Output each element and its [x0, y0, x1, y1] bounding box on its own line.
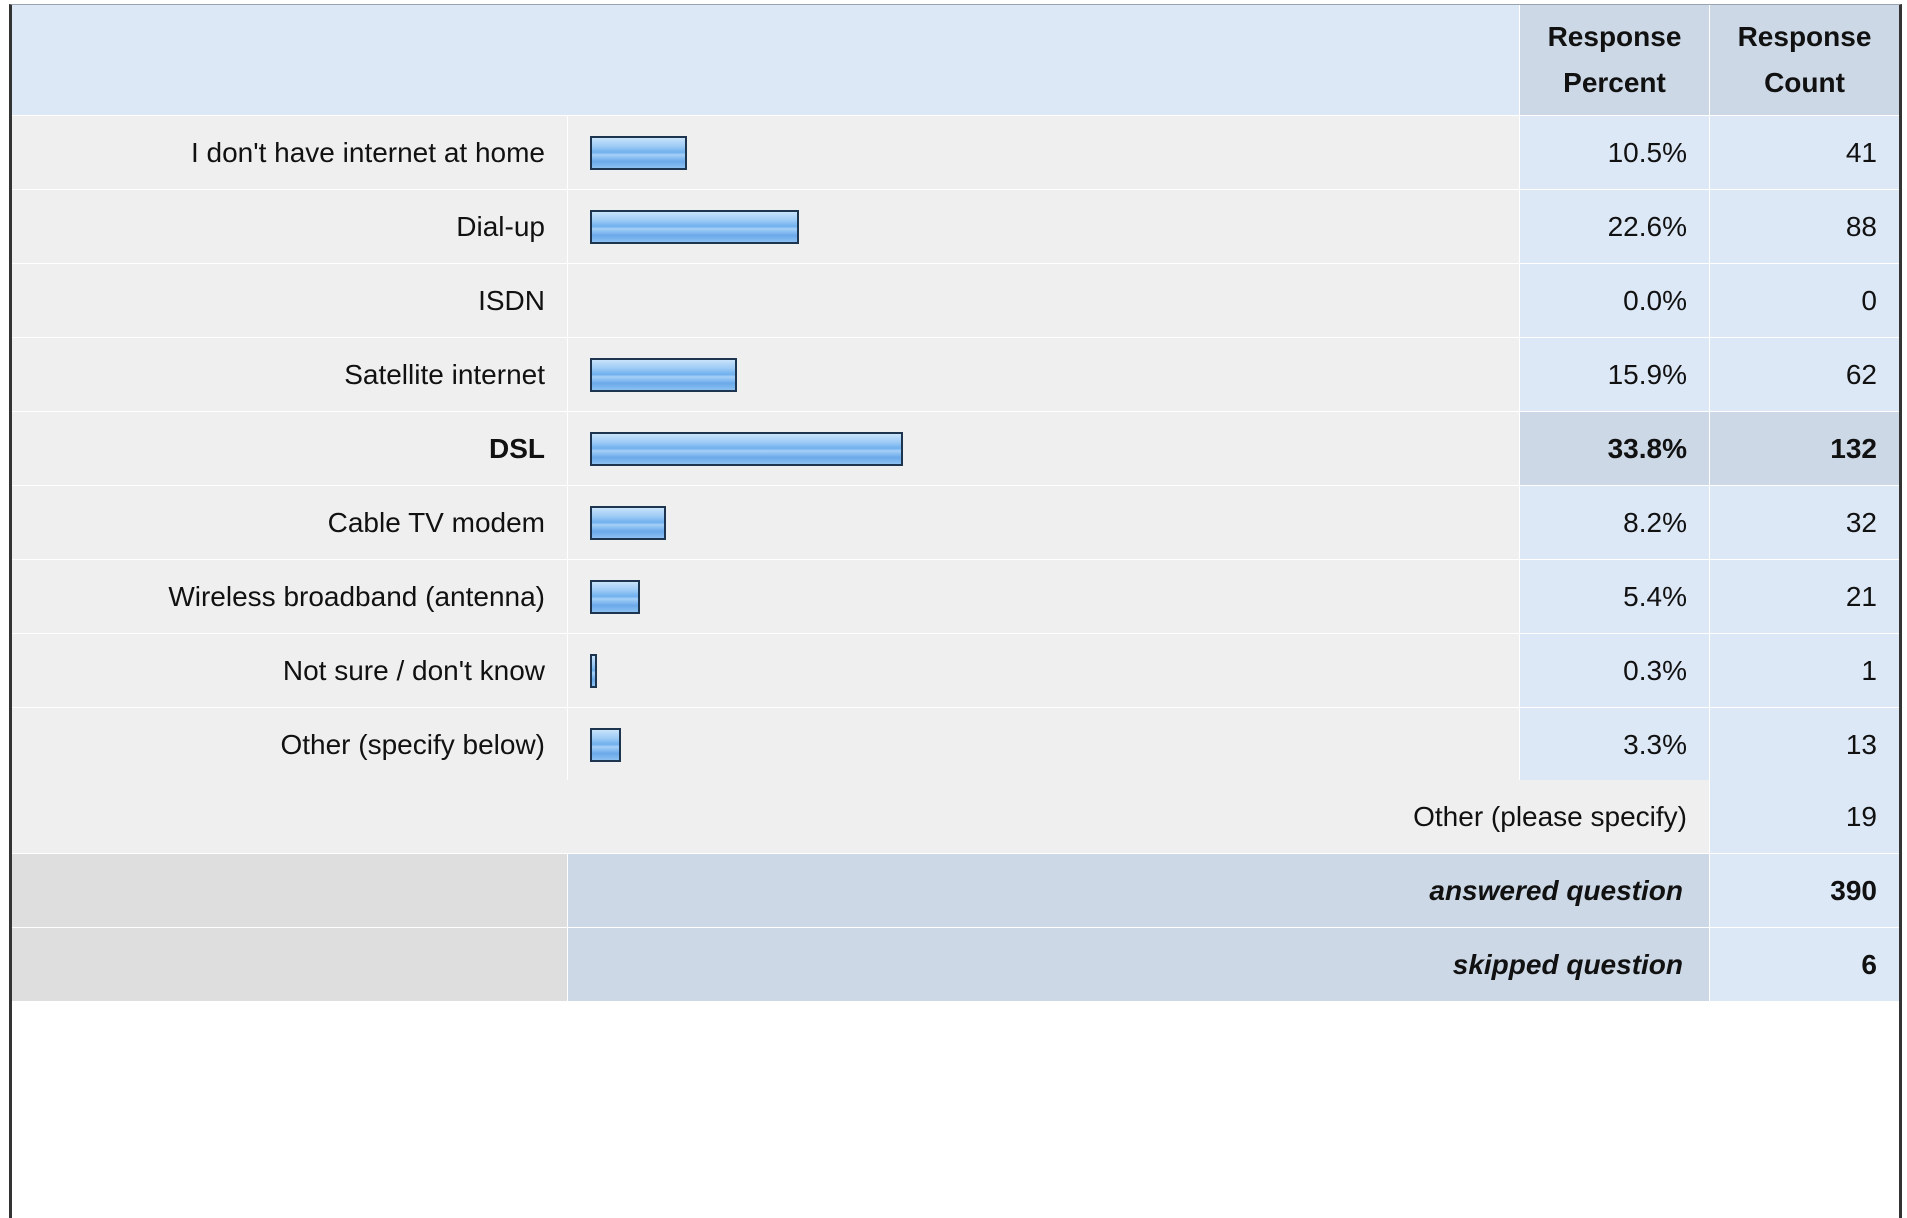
other-specify-count: 19: [1710, 780, 1899, 853]
response-percent-value: 0.3%: [1520, 634, 1710, 707]
bar-cell: [568, 708, 1520, 781]
other-specify-label[interactable]: Other (please specify): [12, 780, 1710, 853]
response-count-value: 1: [1710, 634, 1899, 707]
answer-row: Satellite internet 15.9% 62: [12, 338, 1899, 412]
answer-row: Wireless broadband (antenna) 5.4% 21: [12, 560, 1899, 634]
response-bar: [590, 431, 903, 466]
response-bar: [590, 653, 597, 688]
answer-row: Dial-up 22.6% 88: [12, 190, 1899, 264]
bar-cell: [568, 190, 1520, 263]
response-count-header: Response Count: [1710, 5, 1899, 115]
response-percent-header: Response Percent: [1520, 5, 1710, 115]
response-count-value: 13: [1710, 708, 1899, 781]
response-percent-value: 10.5%: [1520, 116, 1710, 189]
answer-row: Other (specify below) 3.3% 13: [12, 708, 1899, 782]
response-percent-value: 8.2%: [1520, 486, 1710, 559]
response-bar: [590, 727, 621, 762]
answer-row: Not sure / don't know 0.3% 1: [12, 634, 1899, 708]
summary-blank-cell: [12, 928, 568, 1001]
response-count-value: 132: [1710, 412, 1899, 485]
answer-label: Not sure / don't know: [12, 634, 568, 707]
summary-blank-cell: [12, 854, 568, 927]
response-percent-value: 0.0%: [1520, 264, 1710, 337]
bar-cell: [568, 486, 1520, 559]
bar-cell: [568, 116, 1520, 189]
skipped-question-label: skipped question: [568, 928, 1710, 1001]
answer-label: Satellite internet: [12, 338, 568, 411]
answer-label: Other (specify below): [12, 708, 568, 781]
response-bar: [590, 505, 666, 540]
response-count-value: 41: [1710, 116, 1899, 189]
bar-cell: [568, 412, 1520, 485]
response-bar: [590, 135, 688, 170]
answer-row: ISDN 0.0% 0: [12, 264, 1899, 338]
header-blank-cell: [12, 5, 1520, 115]
bar-cell: [568, 634, 1520, 707]
survey-results-table: Response Percent Response Count I don't …: [9, 4, 1902, 1218]
response-count-value: 0: [1710, 264, 1899, 337]
answer-label: I don't have internet at home: [12, 116, 568, 189]
answer-label: DSL: [12, 412, 568, 485]
bar-cell: [568, 264, 1520, 337]
answer-row: DSL 33.8% 132: [12, 412, 1899, 486]
response-bar: [590, 357, 738, 392]
answered-question-count: 390: [1710, 854, 1899, 927]
response-count-value: 32: [1710, 486, 1899, 559]
response-count-value: 88: [1710, 190, 1899, 263]
answer-row: I don't have internet at home 10.5% 41: [12, 116, 1899, 190]
response-count-value: 21: [1710, 560, 1899, 633]
answer-row: Cable TV modem 8.2% 32: [12, 486, 1899, 560]
answer-label: Wireless broadband (antenna): [12, 560, 568, 633]
answer-label: ISDN: [12, 264, 568, 337]
table-header-row: Response Percent Response Count: [12, 5, 1899, 116]
skipped-question-row: skipped question 6: [12, 928, 1899, 1002]
response-percent-value: 5.4%: [1520, 560, 1710, 633]
bar-cell: [568, 560, 1520, 633]
other-specify-row: Other (please specify) 19: [12, 780, 1899, 854]
response-count-value: 62: [1710, 338, 1899, 411]
response-percent-value: 22.6%: [1520, 190, 1710, 263]
answer-label: Dial-up: [12, 190, 568, 263]
response-percent-value: 33.8%: [1520, 412, 1710, 485]
skipped-question-count: 6: [1710, 928, 1899, 1001]
answered-question-row: answered question 390: [12, 854, 1899, 928]
bar-cell: [568, 338, 1520, 411]
response-bar: [590, 209, 800, 244]
response-percent-value: 15.9%: [1520, 338, 1710, 411]
answer-label: Cable TV modem: [12, 486, 568, 559]
response-bar: [590, 579, 640, 614]
answered-question-label: answered question: [568, 854, 1710, 927]
response-percent-value: 3.3%: [1520, 708, 1710, 781]
